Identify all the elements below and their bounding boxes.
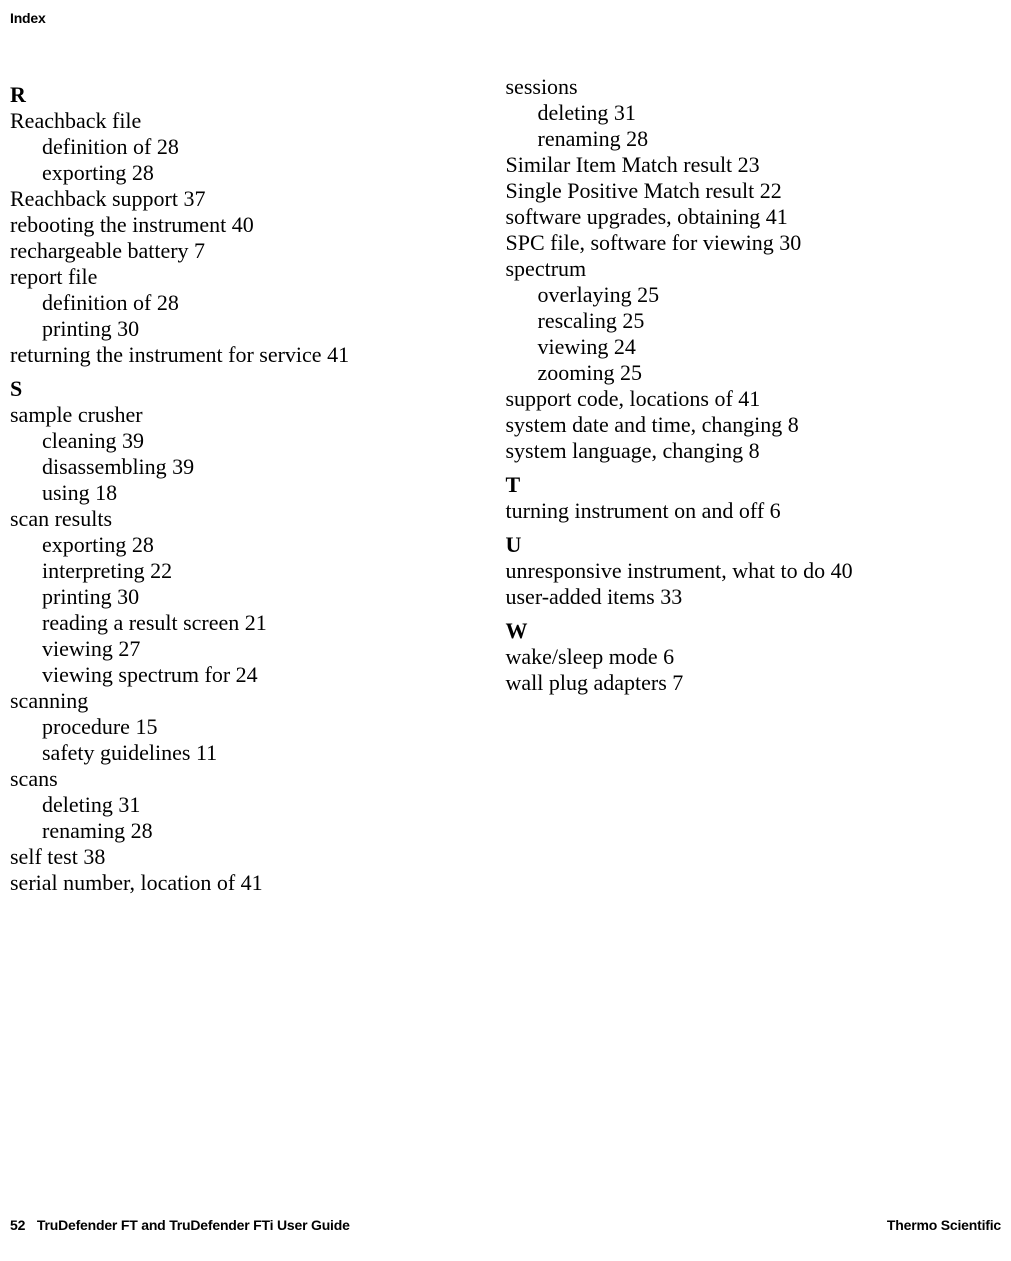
index-subentry: viewing 27 [10, 636, 506, 662]
index-subentry: deleting 31 [506, 100, 1002, 126]
index-entry: report file [10, 264, 506, 290]
index-entry: sessions [506, 74, 1002, 100]
index-subentry: overlaying 25 [506, 282, 1002, 308]
index-entry: SPC file, software for viewing 30 [506, 230, 1002, 256]
index-subentry: definition of 28 [10, 134, 506, 160]
index-subentry: interpreting 22 [10, 558, 506, 584]
index-columns: RReachback filedefinition of 28exporting… [10, 74, 1001, 896]
index-entry: software upgrades, obtaining 41 [506, 204, 1002, 230]
page-footer: 52 TruDefender FT and TruDefender FTi Us… [10, 1217, 1001, 1233]
index-subentry: renaming 28 [10, 818, 506, 844]
index-subentry: disassembling 39 [10, 454, 506, 480]
index-entry: Similar Item Match result 23 [506, 152, 1002, 178]
index-subentry: printing 30 [10, 316, 506, 342]
index-subentry: viewing 24 [506, 334, 1002, 360]
page-header: Index [10, 10, 1001, 26]
index-letter-heading: R [10, 82, 506, 108]
page-number: 52 [10, 1217, 25, 1233]
index-subentry: renaming 28 [506, 126, 1002, 152]
guide-title: TruDefender FT and TruDefender FTi User … [37, 1217, 350, 1233]
index-subentry: procedure 15 [10, 714, 506, 740]
index-entry: rechargeable battery 7 [10, 238, 506, 264]
footer-left: 52 TruDefender FT and TruDefender FTi Us… [10, 1217, 350, 1233]
index-subentry: definition of 28 [10, 290, 506, 316]
index-subentry: cleaning 39 [10, 428, 506, 454]
index-entry: system date and time, changing 8 [506, 412, 1002, 438]
index-entry: Reachback file [10, 108, 506, 134]
left-column: RReachback filedefinition of 28exporting… [10, 74, 506, 896]
index-letter-heading: U [506, 532, 1002, 558]
index-entry: wall plug adapters 7 [506, 670, 1002, 696]
index-entry: spectrum [506, 256, 1002, 282]
index-entry: wake/sleep mode 6 [506, 644, 1002, 670]
index-entry: turning instrument on and off 6 [506, 498, 1002, 524]
index-letter-heading: S [10, 376, 506, 402]
index-entry: scanning [10, 688, 506, 714]
index-entry: scans [10, 766, 506, 792]
index-subentry: printing 30 [10, 584, 506, 610]
index-subentry: rescaling 25 [506, 308, 1002, 334]
right-column: sessionsdeleting 31renaming 28Similar It… [506, 74, 1002, 896]
index-entry: rebooting the instrument 40 [10, 212, 506, 238]
index-subentry: exporting 28 [10, 160, 506, 186]
index-entry: user-added items 33 [506, 584, 1002, 610]
index-subentry: deleting 31 [10, 792, 506, 818]
index-subentry: safety guidelines 11 [10, 740, 506, 766]
index-entry: Single Positive Match result 22 [506, 178, 1002, 204]
index-letter-heading: T [506, 472, 1002, 498]
index-entry: Reachback support 37 [10, 186, 506, 212]
index-subentry: exporting 28 [10, 532, 506, 558]
index-subentry: zooming 25 [506, 360, 1002, 386]
index-entry: serial number, location of 41 [10, 870, 506, 896]
index-entry: system language, changing 8 [506, 438, 1002, 464]
footer-right-brand: Thermo Scientific [887, 1217, 1001, 1233]
index-entry: sample crusher [10, 402, 506, 428]
index-entry: returning the instrument for service 41 [10, 342, 506, 368]
index-entry: support code, locations of 41 [506, 386, 1002, 412]
index-subentry: using 18 [10, 480, 506, 506]
index-letter-heading: W [506, 618, 1002, 644]
index-subentry: viewing spectrum for 24 [10, 662, 506, 688]
index-entry: scan results [10, 506, 506, 532]
index-entry: self test 38 [10, 844, 506, 870]
index-subentry: reading a result screen 21 [10, 610, 506, 636]
index-entry: unresponsive instrument, what to do 40 [506, 558, 1002, 584]
